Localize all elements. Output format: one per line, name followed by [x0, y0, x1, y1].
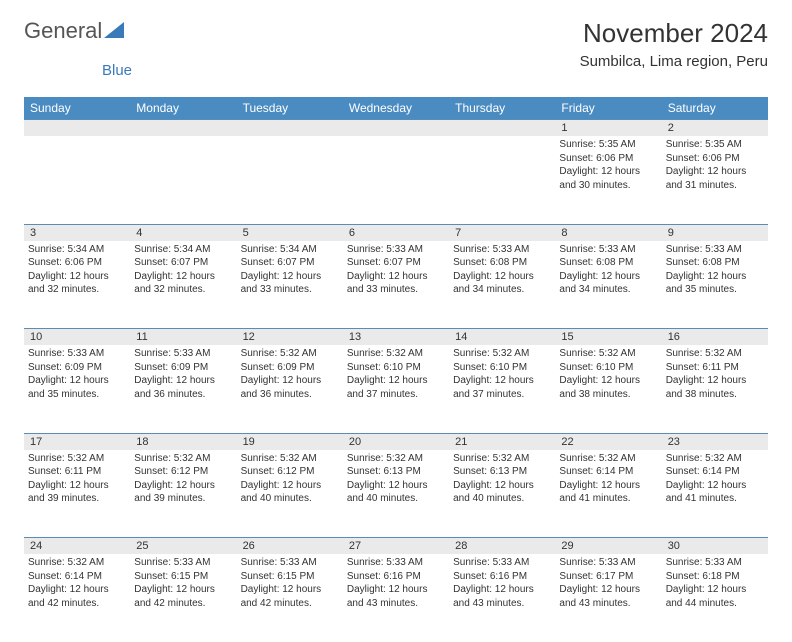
day-number-cell: 16: [662, 329, 768, 346]
day-number-row: 24252627282930: [24, 538, 768, 555]
day-content-cell: Sunrise: 5:33 AMSunset: 6:09 PMDaylight:…: [130, 345, 236, 433]
logo-text-2: Blue: [102, 62, 792, 79]
day-content-row: Sunrise: 5:35 AMSunset: 6:06 PMDaylight:…: [24, 136, 768, 224]
day-content-cell: Sunrise: 5:33 AMSunset: 6:15 PMDaylight:…: [237, 554, 343, 642]
day-content-cell: Sunrise: 5:32 AMSunset: 6:11 PMDaylight:…: [24, 450, 130, 538]
day-content-cell: Sunrise: 5:33 AMSunset: 6:18 PMDaylight:…: [662, 554, 768, 642]
day-header: Saturday: [662, 97, 768, 120]
day-content-cell: [449, 136, 555, 224]
logo-triangle-icon: [104, 18, 124, 44]
day-header-row: SundayMondayTuesdayWednesdayThursdayFrid…: [24, 97, 768, 120]
day-number-cell: [130, 120, 236, 137]
day-content-cell: Sunrise: 5:32 AMSunset: 6:11 PMDaylight:…: [662, 345, 768, 433]
day-content-cell: Sunrise: 5:33 AMSunset: 6:15 PMDaylight:…: [130, 554, 236, 642]
day-content-cell: Sunrise: 5:32 AMSunset: 6:14 PMDaylight:…: [555, 450, 661, 538]
day-number-cell: 20: [343, 433, 449, 450]
day-content-cell: Sunrise: 5:32 AMSunset: 6:10 PMDaylight:…: [449, 345, 555, 433]
day-number-row: 10111213141516: [24, 329, 768, 346]
day-content-cell: [237, 136, 343, 224]
day-content-cell: Sunrise: 5:34 AMSunset: 6:06 PMDaylight:…: [24, 241, 130, 329]
day-header: Tuesday: [237, 97, 343, 120]
day-content-cell: Sunrise: 5:33 AMSunset: 6:16 PMDaylight:…: [343, 554, 449, 642]
day-number-cell: 2: [662, 120, 768, 137]
day-number-cell: 15: [555, 329, 661, 346]
day-number-cell: 17: [24, 433, 130, 450]
day-number-cell: 8: [555, 224, 661, 241]
day-content-cell: Sunrise: 5:33 AMSunset: 6:08 PMDaylight:…: [449, 241, 555, 329]
day-header: Wednesday: [343, 97, 449, 120]
day-number-cell: [24, 120, 130, 137]
day-number-cell: 30: [662, 538, 768, 555]
day-number-cell: 14: [449, 329, 555, 346]
day-content-cell: Sunrise: 5:32 AMSunset: 6:10 PMDaylight:…: [343, 345, 449, 433]
day-header: Thursday: [449, 97, 555, 120]
day-number-cell: 4: [130, 224, 236, 241]
day-number-cell: [449, 120, 555, 137]
day-number-cell: 23: [662, 433, 768, 450]
day-number-cell: 25: [130, 538, 236, 555]
day-number-row: 3456789: [24, 224, 768, 241]
day-content-cell: Sunrise: 5:35 AMSunset: 6:06 PMDaylight:…: [662, 136, 768, 224]
day-content-cell: [343, 136, 449, 224]
calendar-body: 12Sunrise: 5:35 AMSunset: 6:06 PMDayligh…: [24, 120, 768, 642]
day-number-cell: 7: [449, 224, 555, 241]
day-content-cell: Sunrise: 5:32 AMSunset: 6:13 PMDaylight:…: [343, 450, 449, 538]
day-content-row: Sunrise: 5:32 AMSunset: 6:14 PMDaylight:…: [24, 554, 768, 642]
day-number-cell: [237, 120, 343, 137]
day-number-cell: 21: [449, 433, 555, 450]
day-number-cell: 13: [343, 329, 449, 346]
day-content-cell: Sunrise: 5:33 AMSunset: 6:08 PMDaylight:…: [555, 241, 661, 329]
day-content-cell: Sunrise: 5:32 AMSunset: 6:14 PMDaylight:…: [662, 450, 768, 538]
logo: General: [24, 18, 124, 44]
day-content-cell: Sunrise: 5:34 AMSunset: 6:07 PMDaylight:…: [237, 241, 343, 329]
day-number-cell: 1: [555, 120, 661, 137]
day-content-cell: [130, 136, 236, 224]
day-header: Sunday: [24, 97, 130, 120]
day-content-cell: Sunrise: 5:35 AMSunset: 6:06 PMDaylight:…: [555, 136, 661, 224]
day-content-cell: Sunrise: 5:33 AMSunset: 6:07 PMDaylight:…: [343, 241, 449, 329]
day-header: Friday: [555, 97, 661, 120]
day-content-cell: Sunrise: 5:32 AMSunset: 6:12 PMDaylight:…: [130, 450, 236, 538]
day-number-cell: 28: [449, 538, 555, 555]
day-header: Monday: [130, 97, 236, 120]
day-content-cell: Sunrise: 5:33 AMSunset: 6:08 PMDaylight:…: [662, 241, 768, 329]
day-content-cell: Sunrise: 5:32 AMSunset: 6:13 PMDaylight:…: [449, 450, 555, 538]
month-title: November 2024: [580, 18, 768, 49]
day-content-row: Sunrise: 5:32 AMSunset: 6:11 PMDaylight:…: [24, 450, 768, 538]
day-number-cell: 11: [130, 329, 236, 346]
day-content-cell: Sunrise: 5:32 AMSunset: 6:10 PMDaylight:…: [555, 345, 661, 433]
day-content-cell: [24, 136, 130, 224]
day-number-cell: 9: [662, 224, 768, 241]
day-content-cell: Sunrise: 5:32 AMSunset: 6:14 PMDaylight:…: [24, 554, 130, 642]
day-number-cell: 24: [24, 538, 130, 555]
day-number-row: 12: [24, 120, 768, 137]
day-content-cell: Sunrise: 5:33 AMSunset: 6:09 PMDaylight:…: [24, 345, 130, 433]
day-number-cell: 3: [24, 224, 130, 241]
day-content-cell: Sunrise: 5:33 AMSunset: 6:17 PMDaylight:…: [555, 554, 661, 642]
day-number-cell: 29: [555, 538, 661, 555]
day-number-cell: 6: [343, 224, 449, 241]
day-number-cell: 12: [237, 329, 343, 346]
day-number-cell: 5: [237, 224, 343, 241]
day-content-row: Sunrise: 5:33 AMSunset: 6:09 PMDaylight:…: [24, 345, 768, 433]
day-content-cell: Sunrise: 5:33 AMSunset: 6:16 PMDaylight:…: [449, 554, 555, 642]
calendar-table: SundayMondayTuesdayWednesdayThursdayFrid…: [24, 97, 768, 642]
day-number-cell: 27: [343, 538, 449, 555]
day-number-cell: 22: [555, 433, 661, 450]
day-content-row: Sunrise: 5:34 AMSunset: 6:06 PMDaylight:…: [24, 241, 768, 329]
day-content-cell: Sunrise: 5:32 AMSunset: 6:12 PMDaylight:…: [237, 450, 343, 538]
day-number-cell: [343, 120, 449, 137]
day-content-cell: Sunrise: 5:32 AMSunset: 6:09 PMDaylight:…: [237, 345, 343, 433]
day-number-cell: 10: [24, 329, 130, 346]
day-number-cell: 26: [237, 538, 343, 555]
logo-text-1: General: [24, 18, 102, 44]
day-number-row: 17181920212223: [24, 433, 768, 450]
day-content-cell: Sunrise: 5:34 AMSunset: 6:07 PMDaylight:…: [130, 241, 236, 329]
day-number-cell: 18: [130, 433, 236, 450]
day-number-cell: 19: [237, 433, 343, 450]
